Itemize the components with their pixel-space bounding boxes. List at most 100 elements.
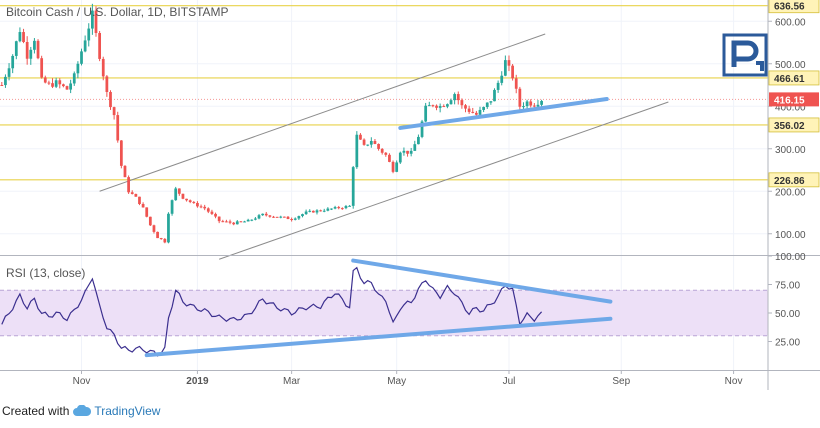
candle-body [109, 91, 112, 108]
current-price-label: 416.15 [774, 95, 805, 106]
candle-body [188, 200, 192, 203]
price-tick-label: 600.00 [775, 17, 806, 28]
time-tick-label: 2019 [186, 376, 209, 387]
candle-body [446, 104, 449, 107]
candle-body [33, 40, 36, 50]
candle-body [43, 77, 47, 83]
candle-body [319, 210, 322, 212]
candle-body [152, 225, 156, 232]
time-tick-label: Mar [283, 376, 301, 387]
candle-body [311, 210, 315, 213]
level-label-bg [768, 70, 820, 86]
candle-body [326, 208, 330, 211]
level-label: 636.56 [774, 2, 805, 13]
candle-body [304, 211, 308, 215]
candle-body [532, 105, 536, 107]
candle-body [196, 202, 199, 207]
candle-body [58, 80, 62, 85]
candle-body [406, 150, 409, 154]
candle-body [87, 28, 91, 41]
candle-body [435, 105, 438, 108]
candle-body [529, 101, 533, 106]
candle-body [159, 238, 163, 240]
candle-body [384, 152, 388, 155]
level-label-bg [768, 172, 820, 188]
candle-body [47, 82, 51, 84]
candle-body [333, 207, 337, 209]
candle-body [167, 213, 170, 243]
candle-body [362, 139, 366, 145]
rsi-tick-label: 75.00 [775, 281, 800, 292]
candle-body [337, 207, 341, 209]
level-label-bg [768, 0, 820, 14]
channel-line [219, 101, 669, 260]
time-tick-label: Nov [73, 376, 91, 387]
candle-body [373, 140, 377, 144]
candle-body [283, 216, 286, 218]
candle-body [206, 208, 210, 212]
candle-body [330, 208, 333, 210]
candle-body [272, 216, 275, 218]
candle-body [25, 42, 29, 59]
candle-body [431, 105, 435, 107]
candle-body [507, 60, 511, 66]
rsi-line [1, 266, 543, 357]
time-tick-label: May [387, 376, 406, 387]
candle-body [395, 162, 399, 172]
candle-body [438, 106, 442, 108]
candle-body [29, 49, 33, 59]
candle-body [163, 238, 167, 243]
level-label: 466.61 [774, 74, 805, 85]
price-tick-label: 300.00 [775, 145, 806, 156]
rsi-tick-label: 50.00 [775, 309, 800, 320]
support-trendline [398, 97, 609, 130]
price-tick-label: 400.00 [775, 102, 806, 113]
candle-body [275, 216, 279, 218]
candle-body [391, 161, 395, 172]
candle-body [91, 10, 94, 29]
candle-body [14, 41, 18, 56]
candle-body [340, 208, 344, 210]
candle-body [413, 144, 417, 151]
candle-body [355, 134, 359, 168]
price-tick-label: 500.00 [775, 60, 806, 71]
candle-body [366, 144, 370, 146]
candle-body [232, 222, 236, 225]
candle-body [181, 193, 185, 199]
candle-body [148, 216, 152, 226]
footer: Created with TradingView [2, 404, 160, 418]
candle-body [264, 213, 268, 216]
chart-title: Bitcoin Cash / U.S. Dollar, 1D, BITSTAMP [6, 5, 229, 19]
candle-body [174, 188, 178, 201]
candle-body [199, 206, 203, 208]
rsi-trendline [351, 258, 613, 304]
candle-body [315, 210, 319, 213]
candle-body [80, 51, 83, 64]
candle-body [210, 211, 214, 214]
level-label: 226.86 [774, 176, 805, 187]
candle-body [359, 134, 362, 140]
candle-body [156, 231, 159, 239]
candle-body [388, 154, 391, 162]
candle-body [424, 105, 428, 122]
candle-body [398, 152, 402, 163]
candle-body [203, 206, 207, 209]
candle-body [225, 221, 228, 223]
candle-body [98, 32, 101, 59]
candle-body [471, 111, 475, 113]
rsi-title: RSI (13, close) [6, 266, 86, 280]
tradingview-brand[interactable]: TradingView [73, 404, 160, 418]
candle-body [170, 200, 174, 214]
candle-body [40, 58, 44, 78]
candle-body [503, 60, 507, 76]
candle-body [243, 221, 246, 223]
candle-body [69, 83, 73, 90]
candle-body [427, 105, 431, 107]
candle-body [493, 89, 496, 102]
time-axis: Nov 2019 Mar May Jul Sep Nov [73, 370, 742, 387]
candle-body [464, 105, 467, 109]
candle-body [402, 150, 406, 153]
candle-body [239, 221, 243, 223]
candle-body [525, 101, 529, 107]
candle-body [475, 112, 478, 115]
